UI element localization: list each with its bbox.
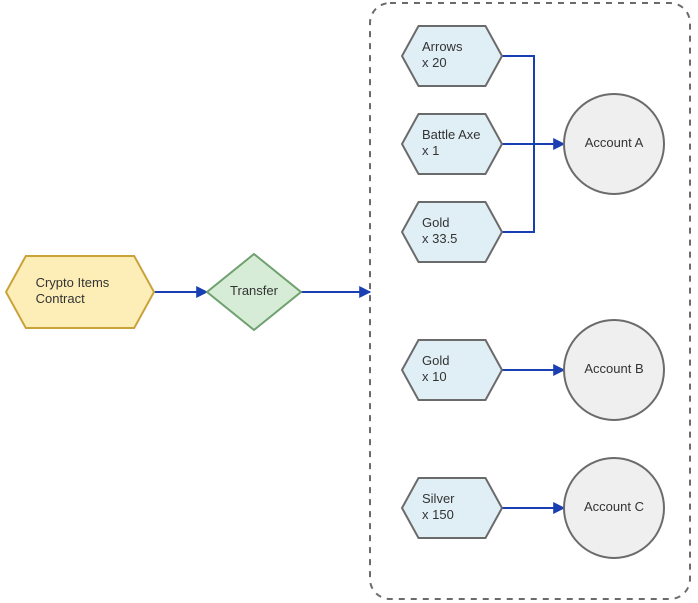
node-account_b-label-line-0: Account B — [584, 361, 643, 376]
node-battleaxe_item: Battle Axex 1 — [402, 114, 502, 174]
node-account_c-label-line-0: Account C — [584, 499, 644, 514]
edge-arrows-to-junction — [502, 56, 534, 144]
node-contract-label-line-0: Crypto Items — [36, 275, 110, 290]
node-transfer-label-line-0: Transfer — [230, 283, 279, 298]
node-gold_b_item: Goldx 10 — [402, 340, 502, 400]
crypto-items-diagram: Crypto ItemsContract Transfer Arrowsx 20 Ba… — [0, 0, 698, 603]
node-arrows_item-label-line-1: x 20 — [422, 55, 447, 70]
node-silver_item-label-line-1: x 150 — [422, 507, 454, 522]
node-account_a-label-line-0: Account A — [585, 135, 644, 150]
node-arrows_item-label-line-0: Arrows — [422, 39, 463, 54]
node-gold_b_item-label-line-0: Gold — [422, 353, 449, 368]
node-contract: Crypto ItemsContract — [6, 256, 154, 328]
node-gold_a_item-label-line-1: x 33.5 — [422, 231, 457, 246]
node-gold_a_item-label-line-0: Gold — [422, 215, 449, 230]
node-gold_b_item-label-line-1: x 10 — [422, 369, 447, 384]
edge-gold-a-to-junction — [502, 144, 534, 232]
node-silver_item: Silverx 150 — [402, 478, 502, 538]
node-gold_a_item: Goldx 33.5 — [402, 202, 502, 262]
node-gold_b_item-shape — [402, 340, 502, 400]
node-silver_item-label-line-0: Silver — [422, 491, 455, 506]
node-arrows_item-shape — [402, 26, 502, 86]
node-battleaxe_item-label-line-1: x 1 — [422, 143, 439, 158]
node-battleaxe_item-shape — [402, 114, 502, 174]
node-contract-label-line-1: Contract — [36, 291, 86, 306]
node-battleaxe_item-label-line-0: Battle Axe — [422, 127, 481, 142]
node-arrows_item: Arrowsx 20 — [402, 26, 502, 86]
